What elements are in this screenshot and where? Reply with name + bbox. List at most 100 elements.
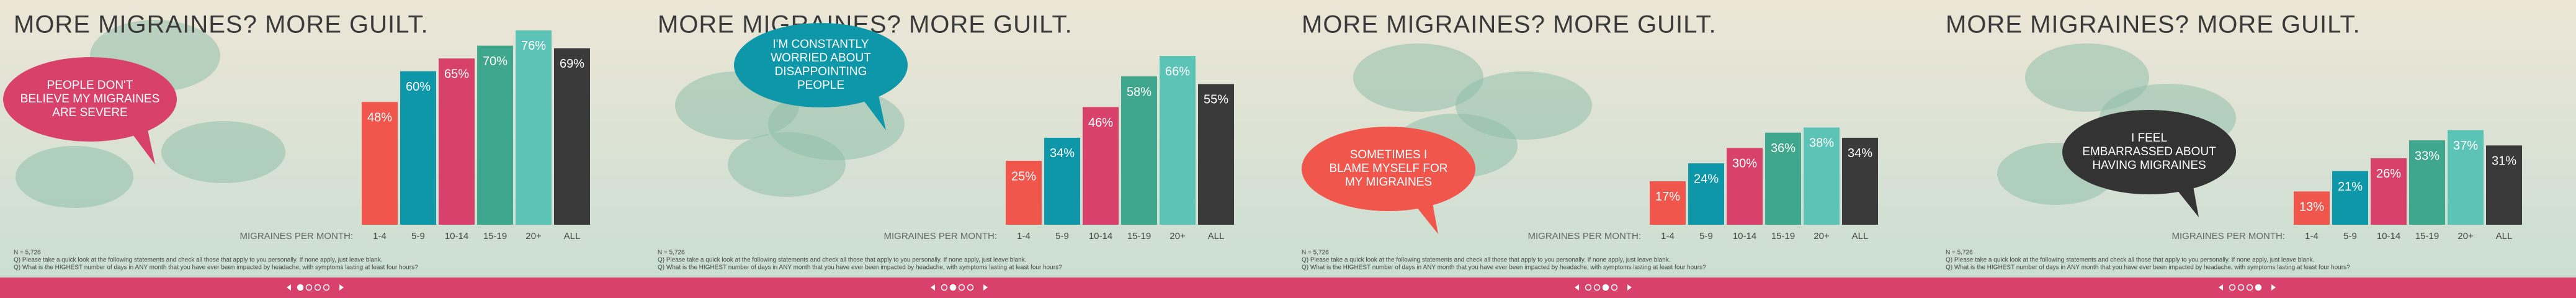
x-tick-label: 1-4 [2305,231,2319,242]
x-tick-label: 10-14 [1089,231,1112,242]
bar [2448,130,2484,225]
x-tick-label: 5-9 [411,231,425,242]
nav-next[interactable] [1627,284,1632,291]
x-axis-label: MIGRAINES PER MONTH: [1527,231,1641,242]
x-tick-label: 10-14 [2377,231,2400,242]
x-axis-label: MIGRAINES PER MONTH: [883,231,997,242]
x-axis-label: MIGRAINES PER MONTH: [2171,231,2285,242]
bubble-text: WORRIED ABOUT [771,52,871,65]
x-tick-label: 20+ [1169,231,1186,242]
bar [1842,137,1878,225]
bar [516,30,552,225]
bar [1160,56,1196,225]
x-tick-label: ALL [1852,231,1869,242]
value-label: 33% [2415,149,2440,163]
nav-dot[interactable] [967,284,974,291]
value-label: 25% [1011,169,1036,183]
bar [1044,137,1080,225]
footnote: Q) Please take a quick look at the follo… [1302,257,1670,264]
bubble-text: ARE SEVERE [52,106,127,119]
nav-dot[interactable] [1611,284,1618,291]
x-tick-label: 20+ [525,231,542,242]
panel: MORE MIGRAINES? MORE GUILT. PEOPLE DON'TB… [0,11,644,298]
bubble-text: DISAPPOINTING [775,65,867,78]
nav-dot[interactable] [2237,284,2245,291]
bubble-text: BLAME MYSELF FOR [1329,162,1447,175]
x-tick-label: ALL [2496,231,2513,242]
bar [400,71,436,225]
bar [2294,191,2330,225]
footnote: Q) What is the HIGHEST number of days in… [1946,264,2350,271]
decor-bubble [728,132,846,197]
value-label: 31% [2492,155,2516,168]
value-label: 30% [1732,157,1757,171]
nav-next[interactable] [983,284,988,291]
bar [2486,145,2522,225]
nav-dot[interactable] [941,284,948,291]
value-label: 37% [2453,139,2478,153]
nav-dot[interactable] [1602,284,1609,291]
bar [554,48,590,225]
nav-dot[interactable] [949,284,957,291]
bar [1688,163,1724,225]
chart-title: MORE MIGRAINES? MORE GUILT. [14,11,429,38]
nav-prev[interactable] [287,284,291,291]
nav-dot[interactable] [2229,284,2236,291]
nav-next[interactable] [339,284,344,291]
nav-dot[interactable] [958,284,965,291]
value-label: 24% [1694,172,1719,186]
nav-dot[interactable] [297,284,304,291]
chart-title: MORE MIGRAINES? MORE GUILT. [1946,11,2361,38]
value-label: 38% [1809,137,1834,150]
bar [2332,171,2368,225]
footnote: N = 5,726 [14,250,41,256]
footnote: Q) Please take a quick look at the follo… [1946,257,2314,264]
value-label: 66% [1165,65,1190,78]
bar [439,58,475,225]
bubble-text: I FEEL [2131,132,2167,145]
chart-title: MORE MIGRAINES? MORE GUILT. [1302,11,1717,38]
nav-prev[interactable] [2219,284,2223,291]
bar [1083,107,1119,225]
x-tick-label: 5-9 [2343,231,2357,242]
nav-next[interactable] [2271,284,2276,291]
bubble-text: SOMETIMES I [1350,148,1428,161]
nav-band [644,278,1288,298]
nav-dot[interactable] [1593,284,1601,291]
value-label: 48% [367,111,392,125]
nav-dot[interactable] [2246,284,2253,291]
x-tick-label: 15-19 [1771,231,1795,242]
bar [2409,140,2445,225]
nav-prev[interactable] [931,284,935,291]
panel: MORE MIGRAINES? MORE GUILT. I FEELEMBARRA… [1932,11,2576,298]
value-label: 65% [444,67,469,81]
footnote: Q) What is the HIGHEST number of days in… [14,264,418,271]
decor-bubble [1353,43,1483,112]
value-label: 34% [1848,147,1872,160]
bubble-tail [1413,200,1438,234]
value-label: 17% [1655,190,1680,204]
nav-dot[interactable] [305,284,313,291]
bubble-text: MY MIGRAINES [1345,176,1432,189]
bar [2371,158,2407,225]
speech-bubble [734,23,908,107]
nav-dot[interactable] [2255,284,2262,291]
bubble-text: PEOPLE [797,79,844,92]
bar [1121,76,1157,225]
footnote: Q) Please take a quick look at the follo… [14,257,382,264]
nav-dot[interactable] [314,284,321,291]
value-label: 70% [483,55,508,68]
speech-bubble [3,57,177,142]
nav-dot[interactable] [1585,284,1592,291]
value-label: 76% [521,39,546,53]
nav-dot[interactable] [323,284,330,291]
nav-prev[interactable] [1575,284,1579,291]
footnote: N = 5,726 [1302,250,1329,256]
x-tick-label: ALL [1208,231,1225,242]
panel: MORE MIGRAINES? MORE GUILT.I'M CONSTANTL… [644,11,1288,298]
x-tick-label: 1-4 [1661,231,1675,242]
nav-band [1932,278,2576,298]
value-label: 21% [2338,180,2363,194]
